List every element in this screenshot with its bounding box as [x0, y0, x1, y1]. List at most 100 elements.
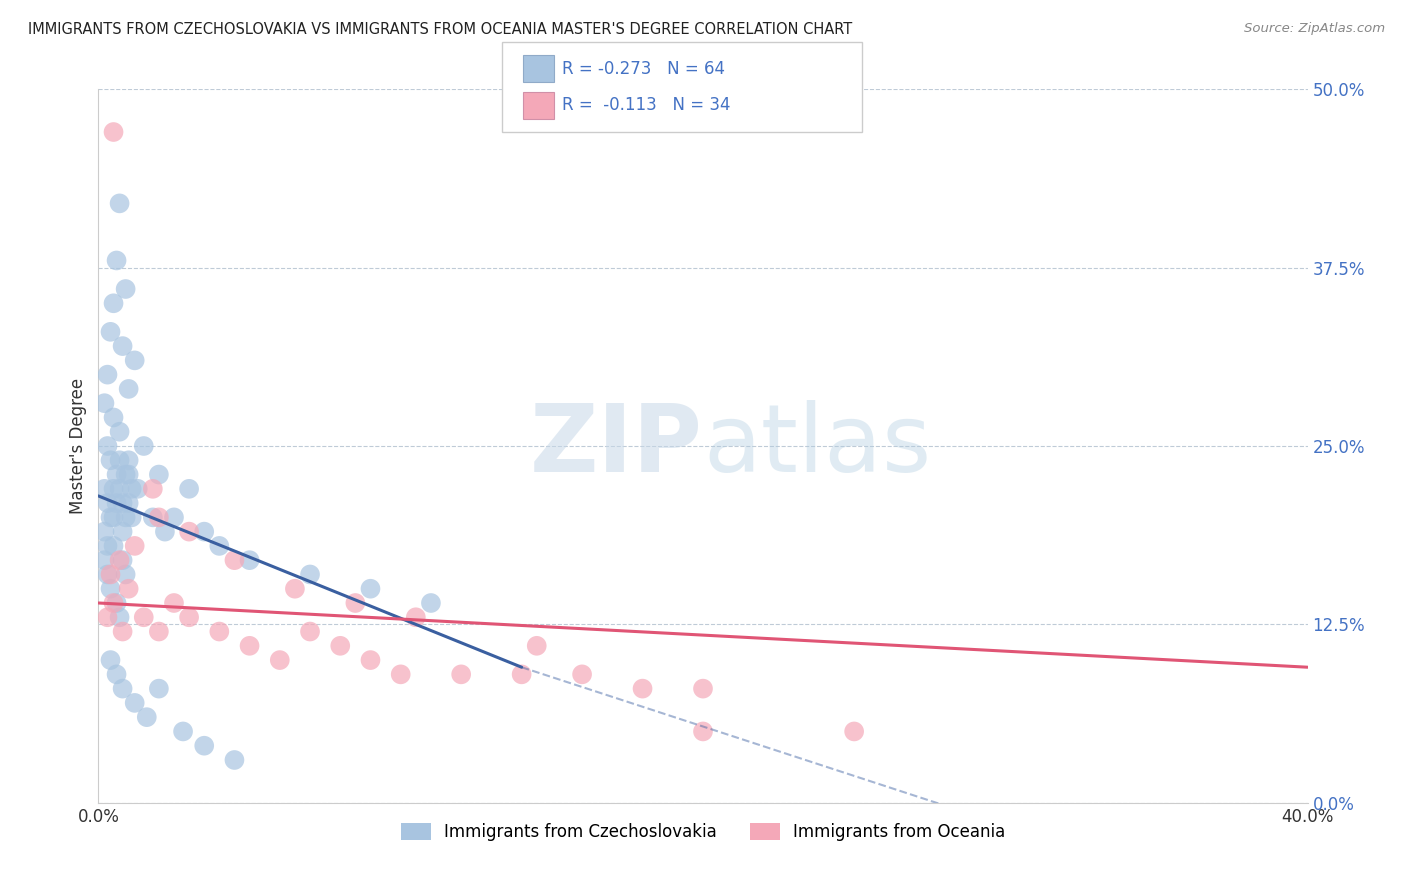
Point [148, 510, 170, 524]
Point [299, 567, 322, 582]
Point [299, 624, 322, 639]
Text: R =  -0.113   N = 34: R = -0.113 N = 34 [562, 96, 731, 114]
Point [96, 567, 118, 582]
Point [692, 681, 714, 696]
Legend: Immigrants from Czechoslovakia, Immigrants from Oceania: Immigrants from Czechoslovakia, Immigran… [394, 816, 1012, 848]
Point [132, 610, 155, 624]
Point [360, 582, 382, 596]
Point [121, 482, 143, 496]
Point [111, 681, 134, 696]
Point [108, 425, 131, 439]
Point [105, 467, 128, 482]
Y-axis label: Master's Degree: Master's Degree [69, 378, 87, 514]
Point [93, 553, 115, 567]
Point [105, 253, 128, 268]
Point [114, 567, 136, 582]
Point [163, 510, 186, 524]
Point [103, 539, 125, 553]
Point [103, 296, 125, 310]
Point [148, 624, 170, 639]
Point [118, 467, 141, 482]
Point [172, 724, 194, 739]
Point [844, 724, 866, 739]
Point [111, 553, 134, 567]
Point [208, 539, 231, 553]
Point [103, 125, 125, 139]
Text: IMMIGRANTS FROM CZECHOSLOVAKIA VS IMMIGRANTS FROM OCEANIA MASTER'S DEGREE CORREL: IMMIGRANTS FROM CZECHOSLOVAKIA VS IMMIGR… [28, 22, 852, 37]
Point [571, 667, 593, 681]
Point [224, 553, 246, 567]
Point [114, 282, 136, 296]
Point [96, 496, 118, 510]
Text: atlas: atlas [703, 400, 931, 492]
Text: ZIP: ZIP [530, 400, 703, 492]
Point [93, 482, 115, 496]
Point [108, 610, 131, 624]
Point [105, 496, 128, 510]
Point [96, 610, 118, 624]
Point [124, 539, 146, 553]
Point [96, 539, 118, 553]
Point [142, 510, 165, 524]
Point [100, 510, 122, 524]
Point [179, 482, 201, 496]
Point [100, 453, 122, 467]
Point [163, 596, 186, 610]
Point [118, 382, 141, 396]
Text: Source: ZipAtlas.com: Source: ZipAtlas.com [1244, 22, 1385, 36]
Point [631, 681, 654, 696]
Point [526, 639, 548, 653]
Point [111, 496, 134, 510]
Point [153, 524, 176, 539]
Point [108, 453, 131, 467]
Point [389, 667, 412, 681]
Point [148, 467, 170, 482]
Point [108, 482, 131, 496]
Point [121, 510, 143, 524]
Point [103, 482, 125, 496]
Point [360, 653, 382, 667]
Point [103, 510, 125, 524]
Point [208, 624, 231, 639]
Point [100, 567, 122, 582]
Point [179, 524, 201, 539]
Point [510, 667, 533, 681]
Point [118, 453, 141, 467]
Point [224, 753, 246, 767]
Point [96, 439, 118, 453]
Point [127, 482, 149, 496]
Point [239, 553, 262, 567]
Point [124, 696, 146, 710]
Point [118, 582, 141, 596]
Point [135, 710, 157, 724]
Point [193, 524, 215, 539]
Point [450, 667, 472, 681]
Point [193, 739, 215, 753]
Point [148, 681, 170, 696]
Point [93, 524, 115, 539]
Point [405, 610, 427, 624]
Point [108, 196, 131, 211]
Point [105, 596, 128, 610]
Point [103, 410, 125, 425]
Point [124, 353, 146, 368]
Point [114, 467, 136, 482]
Point [118, 496, 141, 510]
Point [111, 524, 134, 539]
Text: R = -0.273   N = 64: R = -0.273 N = 64 [562, 60, 725, 78]
Point [93, 396, 115, 410]
Point [111, 339, 134, 353]
Point [96, 368, 118, 382]
Point [269, 653, 291, 667]
Point [284, 582, 307, 596]
Point [132, 439, 155, 453]
Point [100, 582, 122, 596]
Point [329, 639, 352, 653]
Point [692, 724, 714, 739]
Point [420, 596, 443, 610]
Point [179, 610, 201, 624]
Point [100, 325, 122, 339]
Point [100, 653, 122, 667]
Point [344, 596, 367, 610]
Point [114, 510, 136, 524]
